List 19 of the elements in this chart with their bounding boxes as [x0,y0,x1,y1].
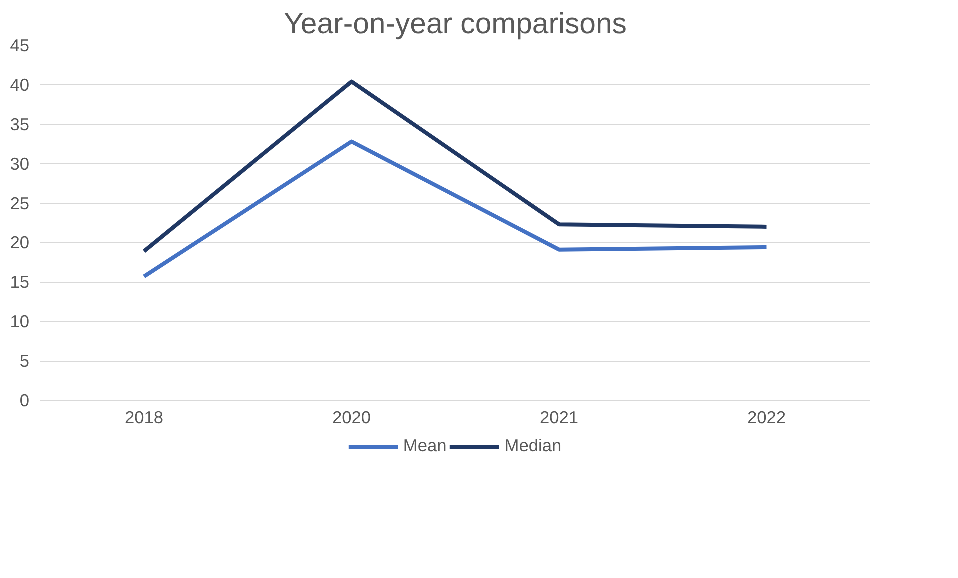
legend-label: Mean [403,436,447,456]
line-series [142,80,769,254]
x-tick-label: 2022 [747,408,786,428]
y-tick-label: 20 [10,232,30,253]
line-series [142,140,769,279]
legend-label: Median [504,436,562,456]
y-tick-label: 25 [10,193,30,214]
y-tick-label: 5 [20,351,30,372]
x-tick-label: 2018 [124,408,164,428]
x-tick-label: 2020 [332,408,372,428]
y-tick-label: 45 [10,36,30,56]
y-tick-label: 15 [10,272,30,292]
y-tick-label: 35 [10,114,30,134]
y-tick-label: 30 [10,154,30,174]
y-tick-label: 40 [10,74,30,95]
x-tick-label: 2021 [540,408,579,428]
chart-title: Year-on-year comparisons [284,8,627,40]
y-tick-label: 0 [20,390,30,410]
y-tick-label: 10 [10,312,30,332]
